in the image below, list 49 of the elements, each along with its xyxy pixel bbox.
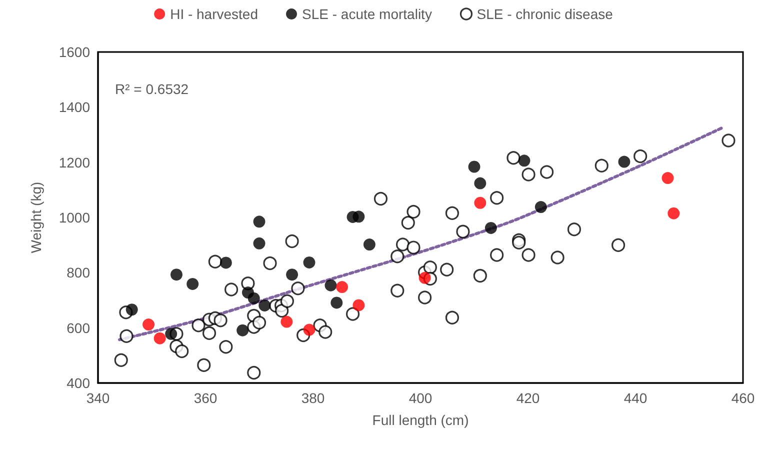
annotation: R² = 0.6532 [115,81,189,97]
x-tick-label: 400 [408,390,432,406]
point [170,268,182,281]
point [253,216,266,228]
point [474,196,486,209]
point [324,279,337,292]
point [363,238,376,251]
point [668,207,680,220]
point [352,299,365,312]
point [518,154,530,167]
y-tick-label: 1000 [58,210,90,226]
y-tick-label: 1600 [58,44,90,60]
x-tick-label: 360 [194,390,218,406]
point [352,210,365,223]
point [484,222,497,234]
point [474,177,486,190]
point [186,278,199,290]
x-axis-title: Full length (cm) [372,412,469,428]
x-tick-label: 460 [731,390,755,406]
point [662,172,674,184]
y-tick-label: 1200 [58,154,90,170]
point [220,256,232,269]
y-tick-label: 400 [66,375,90,391]
point [303,256,316,268]
x-tick-label: 380 [301,390,325,406]
point [468,160,480,173]
point [534,201,547,214]
y-tick-label: 800 [66,264,90,281]
point [248,292,260,304]
y-tick-label: 1400 [58,99,90,116]
legend-label: HI - harvested [170,6,258,22]
y-axis-title: Weight (kg) [28,182,44,254]
point [336,281,348,294]
y-tick-label: 600 [66,320,90,336]
point [253,237,266,250]
x-tick-label: 440 [624,390,648,406]
point [280,316,293,328]
point [618,156,630,168]
point [142,318,155,331]
x-tick-label: 420 [516,390,540,406]
point [258,299,271,312]
legend-label: SLE - acute mortality [302,6,432,22]
point [286,268,298,281]
legend-label: SLE - chronic disease [476,6,614,22]
point [330,296,343,309]
line-series [118,126,723,342]
point [236,324,249,336]
point [154,332,166,344]
x-tick-label: 340 [86,390,110,406]
